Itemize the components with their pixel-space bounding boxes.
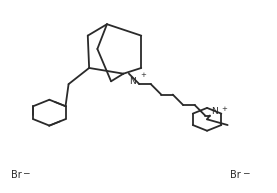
Text: N: N	[129, 77, 136, 85]
Text: Br: Br	[230, 170, 241, 180]
Text: −: −	[242, 168, 249, 177]
Text: +: +	[140, 72, 146, 78]
Text: N: N	[211, 108, 218, 116]
Text: −: −	[22, 168, 30, 177]
Text: +: +	[222, 106, 227, 112]
Text: Br: Br	[11, 170, 22, 180]
